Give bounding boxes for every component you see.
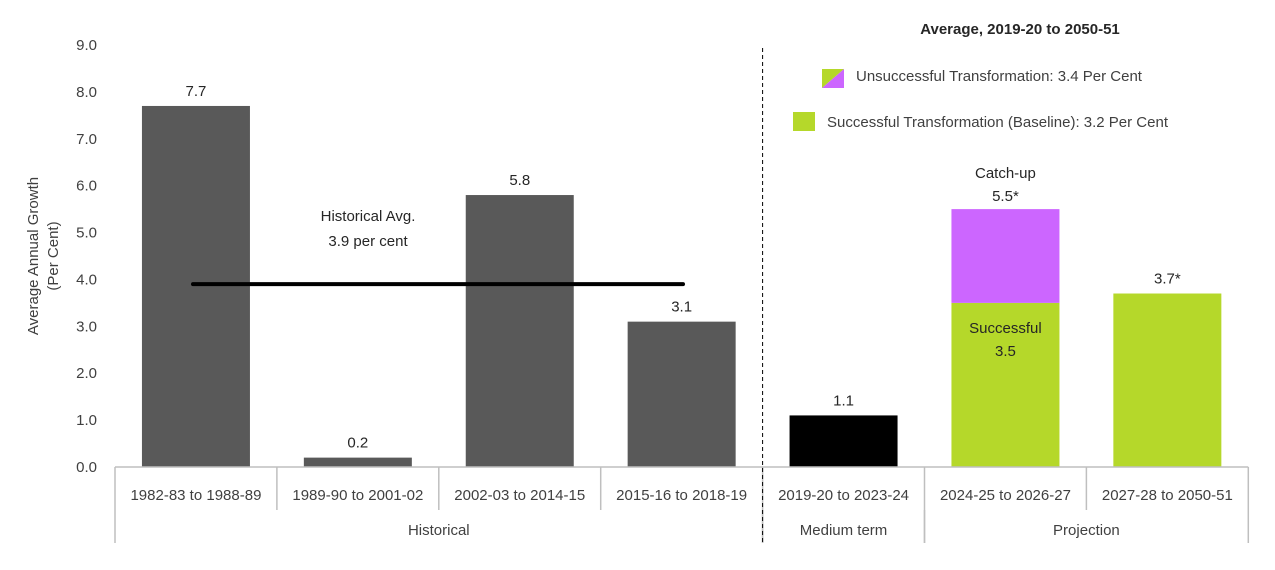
y-tick-label: 3.0 [76,318,97,335]
bar [951,302,1060,467]
historical-average-value: 3.9 per cent [328,233,408,250]
y-tick-label: 7.0 [76,131,97,148]
y-tick-label: 8.0 [76,84,97,101]
y-tick-label: 1.0 [76,412,97,429]
bar [789,415,898,467]
bar [1113,293,1222,467]
x-group-label: Projection [1053,522,1120,539]
bar [627,321,736,467]
y-tick-label: 5.0 [76,225,97,242]
bar-inner-label: Successful [969,320,1042,337]
data-label: 0.2 [347,435,368,452]
x-category-label: 2024-25 to 2026-27 [940,487,1071,504]
data-label: 3.1 [671,299,692,316]
x-category-label: 1989-90 to 2001-02 [292,487,423,504]
bar [303,457,412,467]
y-axis: 0.0 1.0 2.0 3.0 4.0 5.0 6.0 7.0 8.0 9.0 Average An… [25,37,97,476]
y-tick-label: 9.0 [76,37,97,54]
bar [465,195,574,468]
x-category-label: 2015-16 to 2018-19 [616,487,747,504]
legend-label: Unsuccessful Transformation: 3.4 Per Cen… [856,68,1143,85]
x-category-label: 2027-28 to 2050-51 [1102,487,1233,504]
legend-swatch-unsuccessful [822,69,844,88]
bar-annotation: Catch-up [975,165,1036,182]
x-category-label: 2019-20 to 2023-24 [778,487,909,504]
legend-swatch-successful [793,112,815,131]
x-axis: 1982-83 to 1988-89 1989-90 to 2001-02 2002… [114,48,1250,545]
legend-title: Average, 2019-20 to 2050-51 [920,21,1120,38]
x-category-label: 1982-83 to 1988-89 [130,487,261,504]
data-label: 3.7* [1154,271,1181,288]
y-axis-title-unit: (Per Cent) [45,221,62,290]
data-label: 5.8 [509,172,530,189]
data-label: 5.5* [992,188,1019,205]
legend-label: Successful Transformation (Baseline): 3.… [827,114,1169,131]
bar-inner-value: 3.5 [995,343,1016,360]
y-tick-label: 6.0 [76,178,97,195]
historical-average-label: Historical Avg. [321,208,416,225]
legend: Average, 2019-20 to 2050-51 Unsuccessful … [793,21,1169,131]
y-tick-label: 2.0 [76,365,97,382]
bars [141,105,1222,468]
historical-average: Historical Avg. 3.9 per cent [191,208,685,287]
bar-segment-unsuccessful [951,209,1060,303]
x-category-label: 2002-03 to 2014-15 [454,487,585,504]
data-label: 7.7 [186,83,207,100]
y-tick-label: 0.0 [76,459,97,476]
y-axis-title: Average Annual Growth [25,177,42,335]
x-group-label: Medium term [800,522,888,539]
x-group-label: Historical [408,522,470,539]
data-labels: 7.7 0.2 5.8 3.1 1.1 Successful 3.5 Catch-up 5.5*… [186,83,1181,452]
bar [141,105,250,467]
data-label: 1.1 [833,392,854,409]
y-tick-label: 4.0 [76,271,97,288]
